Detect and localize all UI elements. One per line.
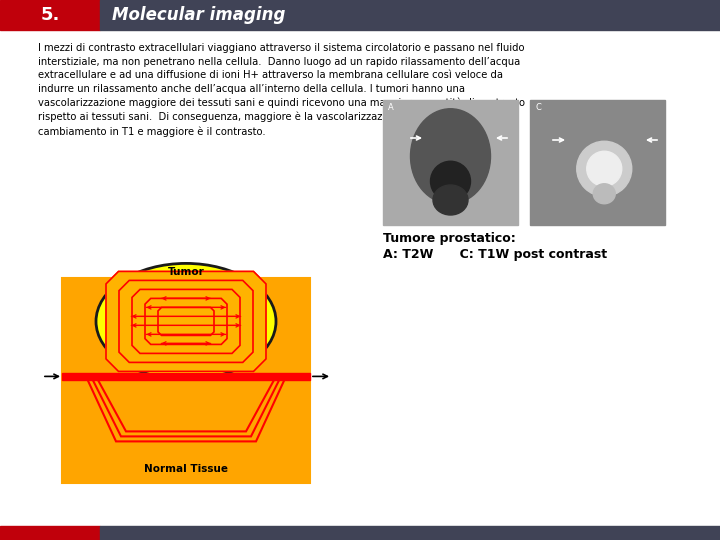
Bar (530, 100, 665, 225)
Ellipse shape (433, 185, 468, 215)
Bar (62, 373, 310, 380)
Polygon shape (106, 272, 266, 372)
Text: Tumor: Tumor (168, 267, 204, 278)
Ellipse shape (410, 109, 490, 204)
Bar (100, 0, 720, 30)
Ellipse shape (577, 141, 631, 196)
Ellipse shape (587, 151, 622, 186)
Text: Molecular imaging: Molecular imaging (112, 6, 285, 24)
Text: I mezzi di contrasto extracellulari viaggiano attraverso il sistema circolatorio: I mezzi di contrasto extracellulari viag… (38, 43, 525, 137)
Bar (383, 100, 518, 225)
Text: Tumore prostatico:: Tumore prostatico: (383, 232, 516, 245)
Ellipse shape (593, 184, 616, 204)
Bar (100, 526, 720, 540)
Text: C: C (535, 103, 541, 112)
Bar (62, 278, 310, 483)
Ellipse shape (431, 161, 470, 201)
Text: 5.: 5. (40, 6, 60, 24)
Text: A: A (388, 103, 394, 112)
Bar (0, 0, 100, 30)
Bar (0, 526, 100, 540)
Text: A: T2W      C: T1W post contrast: A: T2W C: T1W post contrast (383, 248, 607, 261)
Text: Normal Tissue: Normal Tissue (144, 464, 228, 474)
Ellipse shape (96, 264, 276, 380)
